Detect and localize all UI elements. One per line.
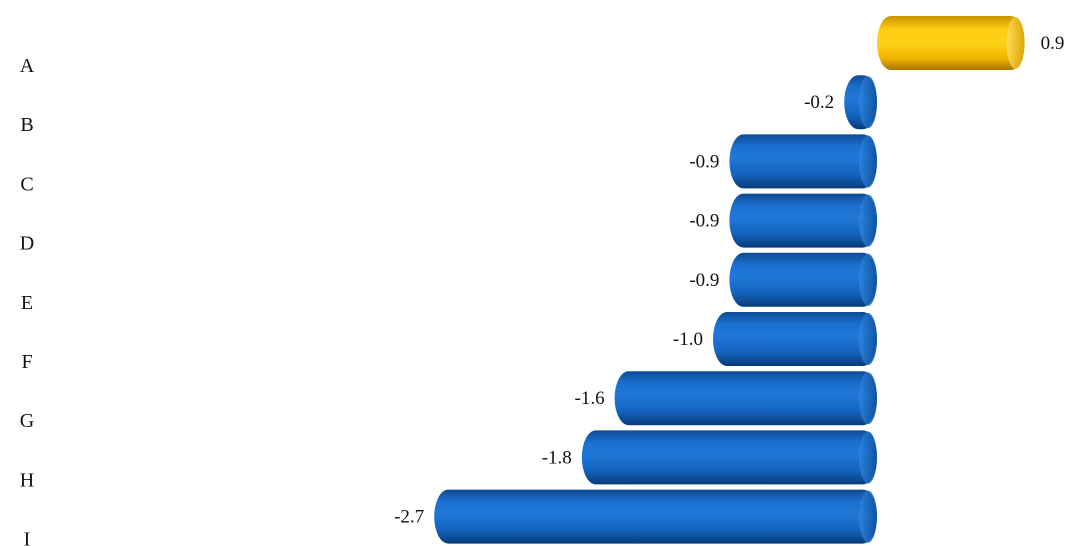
value-label-h: -1.8	[542, 447, 572, 468]
value-label-e: -0.9	[689, 270, 719, 291]
bar-c	[729, 134, 877, 189]
category-label-i: I	[24, 529, 31, 546]
bar-body	[614, 371, 877, 426]
bar-cap	[859, 372, 877, 425]
category-label-d: D	[20, 233, 34, 255]
category-label-c: C	[20, 173, 33, 195]
value-label-b: -0.2	[804, 92, 834, 113]
bar-body	[729, 252, 877, 307]
bar-g	[614, 371, 877, 426]
category-label-g: G	[20, 410, 34, 432]
bar-cap	[859, 194, 877, 247]
bar-body	[729, 193, 877, 248]
value-label-a: 0.9	[1041, 33, 1065, 54]
category-label-e: E	[21, 292, 33, 314]
bar-cap	[859, 313, 877, 365]
category-label-a: A	[20, 55, 35, 77]
bar-body	[581, 430, 877, 485]
value-label-c: -0.9	[689, 151, 719, 172]
bar-cap	[859, 135, 877, 188]
bar-b	[844, 75, 877, 130]
bar-body	[713, 312, 877, 366]
bar-body	[729, 134, 877, 189]
bar-f	[713, 312, 877, 366]
bar-body	[877, 16, 1025, 70]
bar-h	[581, 430, 877, 485]
bar-cap	[859, 490, 877, 543]
labels-layer: A 0.9 B -0.2 C -0.9 D -0.9 E -0.9 F -1.0 G -1.6 H -1.8 I…	[20, 33, 1065, 546]
bar-cap	[859, 253, 877, 306]
category-label-f: F	[21, 351, 32, 373]
category-label-b: B	[20, 114, 33, 136]
bar-a	[877, 16, 1025, 70]
value-label-g: -1.6	[575, 388, 605, 409]
bar-d	[729, 193, 877, 248]
bars-layer	[434, 16, 1025, 544]
bar-cap	[859, 431, 877, 484]
bar-body	[434, 489, 877, 544]
bar-e	[729, 252, 877, 307]
bar-cap	[1006, 17, 1025, 69]
value-label-i: -2.7	[394, 507, 424, 528]
bar-i	[434, 489, 877, 544]
category-label-h: H	[20, 469, 34, 491]
value-label-f: -1.0	[673, 329, 703, 350]
value-label-d: -0.9	[689, 211, 719, 232]
bar-cap	[859, 76, 877, 129]
